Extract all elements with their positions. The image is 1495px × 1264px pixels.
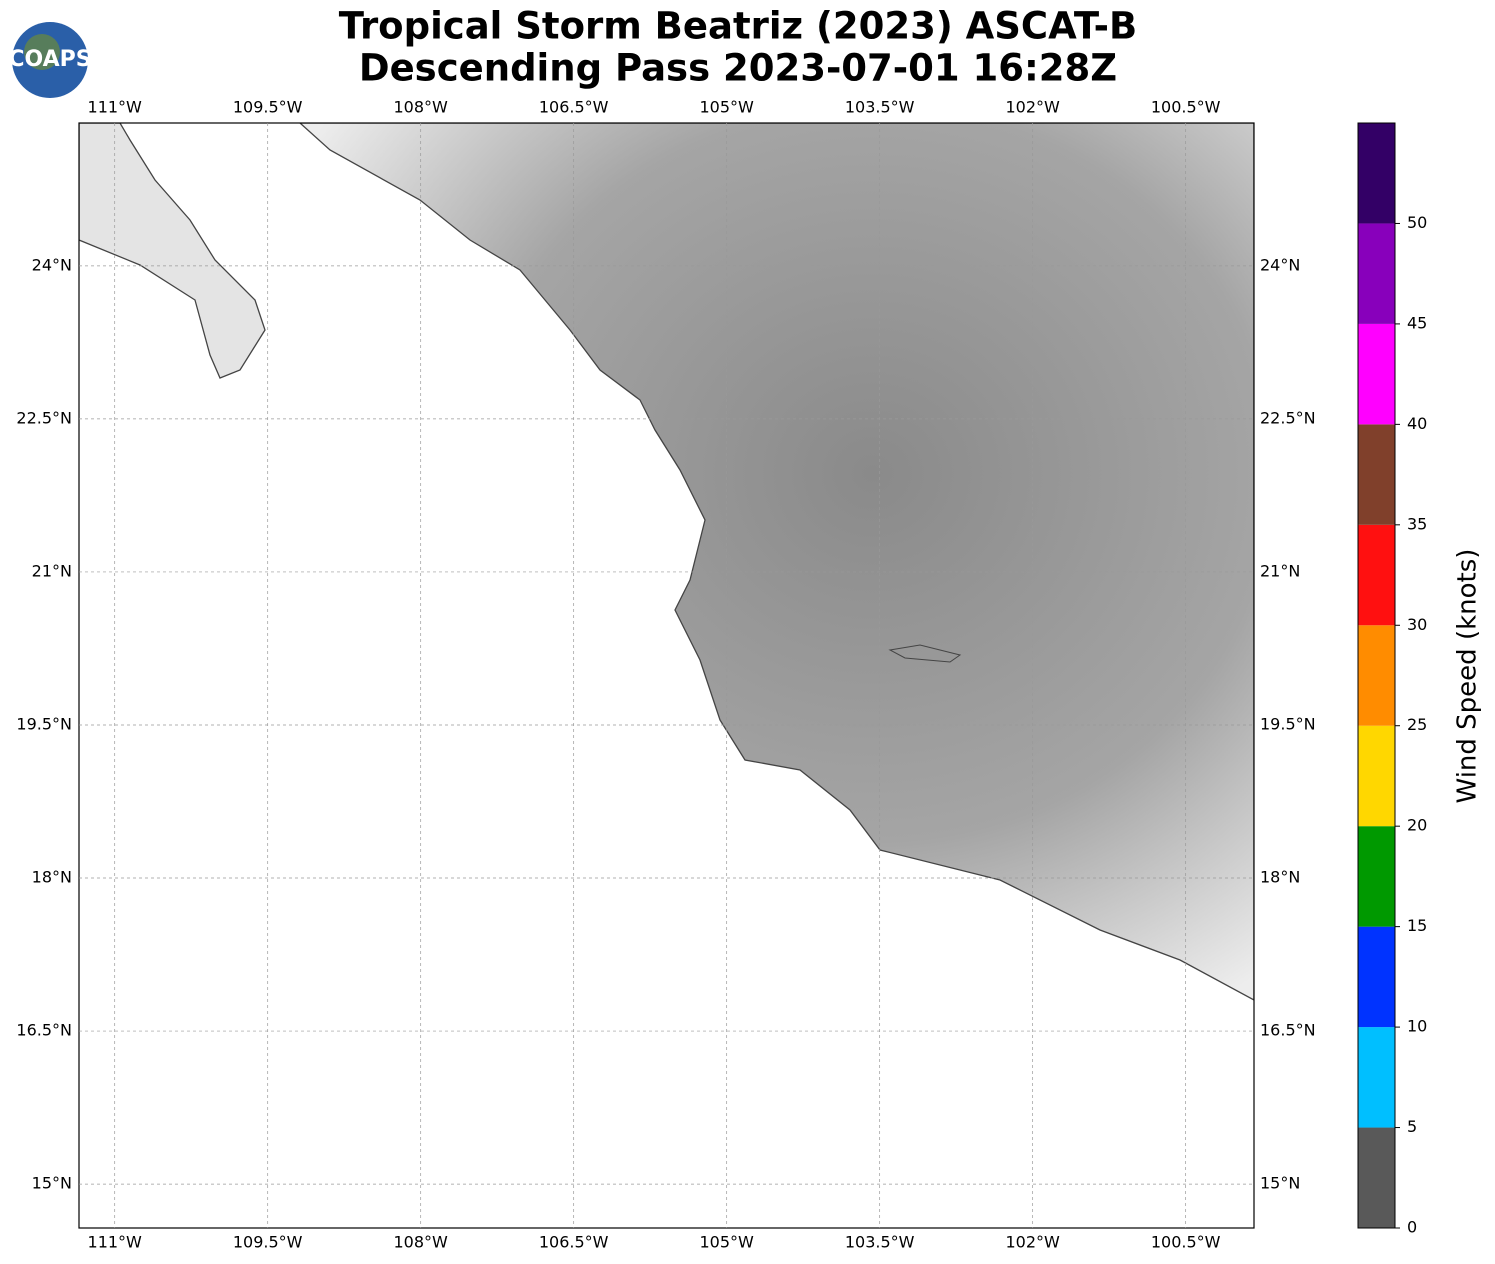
- lat-label: 21°N: [1260, 561, 1300, 580]
- lon-label: 106.5°W: [539, 1233, 609, 1252]
- lat-label: 16.5°N: [1260, 1021, 1316, 1040]
- baja-peninsula: [79, 123, 266, 379]
- colorbar-segment: [1358, 524, 1395, 626]
- map-area: [79, 123, 1254, 1228]
- title-line: Descending Pass 2023-07-01 16:28Z: [359, 47, 1117, 90]
- lon-label: 102°W: [1005, 1233, 1060, 1252]
- lat-label: 24°N: [1260, 255, 1300, 274]
- map-frame: [78, 122, 1255, 1229]
- colorbar-tick-label: 20: [1407, 816, 1427, 835]
- lat-label: 22.5°N: [16, 408, 72, 427]
- colorbar-tick-label: 10: [1407, 1017, 1427, 1036]
- lat-label: 21°N: [32, 561, 72, 580]
- colorbar-segment: [1358, 1127, 1395, 1228]
- lon-label: 109.5°W: [233, 98, 303, 117]
- colorbar-segment: [1358, 424, 1395, 525]
- lat-label: 15°N: [32, 1174, 72, 1193]
- lat-label: 19.5°N: [1260, 714, 1316, 733]
- lon-label: 108°W: [394, 98, 449, 117]
- lat-label: 19.5°N: [16, 714, 72, 733]
- colorbar-segment: [1358, 323, 1395, 425]
- colorbar-frame: [1357, 122, 1396, 1229]
- colorbar-segment: [1358, 223, 1395, 324]
- colorbar-tick-label: 0: [1407, 1218, 1417, 1237]
- lat-label: 18°N: [1260, 868, 1300, 887]
- colorbar-segment: [1358, 826, 1395, 927]
- mainland: [299, 123, 1254, 1001]
- colorbar-tick-label: 15: [1407, 916, 1427, 935]
- lat-label: 16.5°N: [16, 1021, 72, 1040]
- lat-label: 24°N: [32, 255, 72, 274]
- lon-label: 106.5°W: [539, 98, 609, 117]
- lat-label: 18°N: [32, 868, 72, 887]
- colorbar-segment: [1358, 625, 1395, 726]
- colorbar-tick-label: 45: [1407, 313, 1427, 332]
- lat-label: 22.5°N: [1260, 408, 1316, 427]
- lon-label: 105°W: [699, 98, 754, 117]
- lon-label: 108°W: [394, 1233, 449, 1252]
- lon-label: 103.5°W: [845, 1233, 915, 1252]
- lon-label: 105°W: [699, 1233, 754, 1252]
- colorbar-tick-label: 50: [1407, 213, 1427, 232]
- colorbar-tick-label: 25: [1407, 715, 1427, 734]
- lon-label: 111°W: [88, 1233, 143, 1252]
- lake: [888, 644, 962, 663]
- colorbar-tick-label: 35: [1407, 514, 1427, 533]
- colorbar-segment: [1358, 1027, 1395, 1128]
- lon-label: 102°W: [1005, 98, 1060, 117]
- lon-label: 100.5°W: [1151, 98, 1221, 117]
- colorbar-segment: [1358, 926, 1395, 1028]
- lon-label: 111°W: [88, 98, 143, 117]
- lat-label: 15°N: [1260, 1174, 1300, 1193]
- title-line: Tropical Storm Beatriz (2023) ASCAT-B: [339, 5, 1137, 48]
- colorbar-segment: [1358, 123, 1395, 224]
- colorbar-segment: [1358, 725, 1395, 827]
- colorbar-label: Wind Speed (knots): [1453, 549, 1483, 804]
- lon-label: 100.5°W: [1151, 1233, 1221, 1252]
- lon-label: 103.5°W: [845, 98, 915, 117]
- lon-label: 109.5°W: [233, 1233, 303, 1252]
- colorbar-tick-label: 5: [1407, 1117, 1417, 1136]
- colorbar-tick-label: 40: [1407, 414, 1427, 433]
- colorbar-tick-label: 30: [1407, 615, 1427, 634]
- logo-text: COAPS: [8, 47, 91, 72]
- logo: COAPS: [8, 22, 92, 98]
